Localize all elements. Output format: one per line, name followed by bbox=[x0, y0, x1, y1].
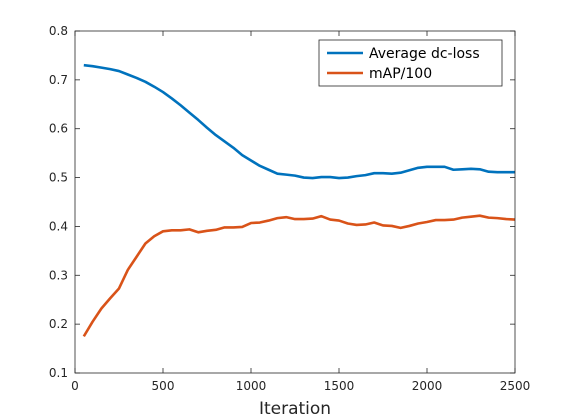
y-tick-label: 0.7 bbox=[49, 73, 68, 87]
y-tick-label: 0.2 bbox=[49, 317, 68, 331]
y-tick-label: 0.1 bbox=[49, 366, 68, 380]
axes-box bbox=[74, 30, 516, 374]
y-tick-label: 0.6 bbox=[49, 122, 68, 136]
legend-label: Average dc-loss bbox=[369, 46, 480, 62]
legend-label: mAP/100 bbox=[369, 66, 432, 82]
x-tick-label: 2500 bbox=[500, 379, 531, 393]
legend-box bbox=[318, 39, 503, 87]
x-tick-label: 1000 bbox=[236, 379, 267, 393]
y-tick-label: 0.3 bbox=[49, 268, 68, 282]
x-tick-label: 1500 bbox=[324, 379, 355, 393]
x-tick-label: 2000 bbox=[412, 379, 443, 393]
y-tick-label: 0.8 bbox=[49, 24, 68, 38]
x-tick-label: 500 bbox=[152, 379, 175, 393]
plot-background bbox=[75, 31, 515, 373]
axes-layer: 0 500 1000 1500 2000 2500 0.1 0.2 0.3 0.4 0.5 0.6 0.… bbox=[49, 24, 530, 393]
y-tick-label: 0.4 bbox=[49, 219, 68, 233]
x-tick-label: 0 bbox=[71, 379, 79, 393]
series-layer bbox=[82, 63, 516, 338]
plot-area bbox=[75, 31, 515, 373]
series-line-2 bbox=[82, 214, 516, 338]
legend: Average dc-loss mAP/100 bbox=[318, 39, 503, 87]
y-tick-label: 0.5 bbox=[49, 171, 68, 185]
x-axis-title: Iteration bbox=[259, 399, 331, 419]
series-line-1 bbox=[83, 63, 515, 180]
